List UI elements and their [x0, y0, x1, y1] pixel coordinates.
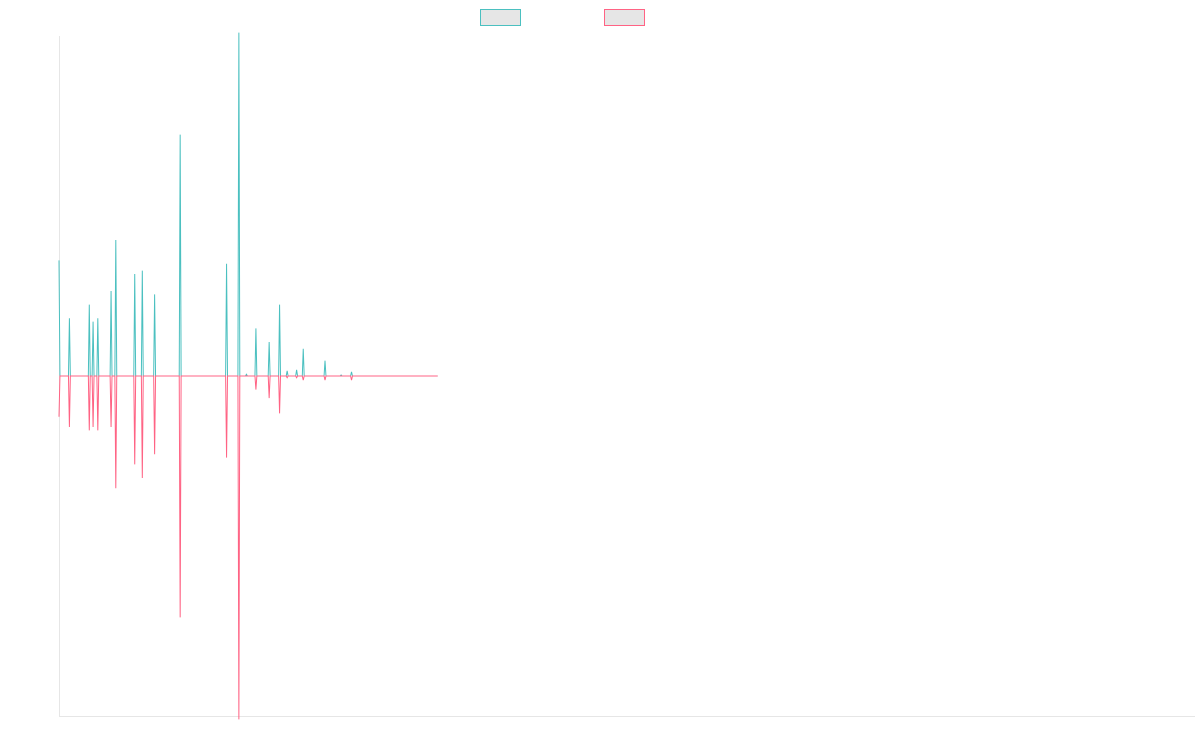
legend — [480, 9, 645, 26]
series-layer — [58, 32, 438, 720]
legend-swatch-2[interactable] — [604, 9, 645, 26]
legend-swatch-1[interactable] — [480, 9, 521, 26]
series-line-2 — [58, 375, 438, 720]
series-line-1 — [58, 32, 438, 377]
